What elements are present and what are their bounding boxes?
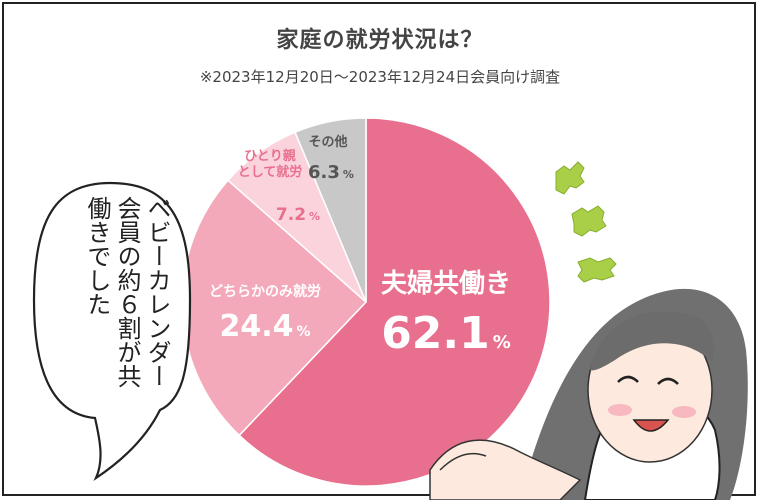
slice-value-1: 62.1% bbox=[381, 308, 511, 359]
pie-slice-4 bbox=[294, 117, 367, 303]
slice-label-1: 夫婦共働き bbox=[381, 269, 511, 299]
slice-value-2: 24.4% bbox=[219, 309, 310, 344]
slice-label-4: その他 bbox=[308, 134, 347, 150]
woman-illustration bbox=[429, 288, 748, 500]
pie-slice-1 bbox=[238, 117, 551, 487]
slice-value-4: 6.3% bbox=[308, 162, 354, 183]
pie-labels: 夫婦共働き 62.1 % どちらかのみ就労 24.4 % ひとり親として就労 7.2 % その他 6… bbox=[209, 134, 511, 359]
slice-label-2: どちらかのみ就労 bbox=[209, 283, 321, 300]
chart-subtitle: ※2023年12月20日〜2023年12月24日会員向け調査 bbox=[199, 68, 561, 86]
pie-slices bbox=[181, 117, 551, 487]
sparkle-decoration-icon bbox=[555, 161, 617, 283]
slice-label-3: ひとり親として就労 bbox=[238, 148, 303, 180]
slice-value-3: 7.2% bbox=[276, 205, 320, 225]
chart-title: 家庭の就労状況は？ bbox=[276, 28, 484, 53]
speech-bubble-text: ベビーカレンダー会員の約６割が共働きでした bbox=[83, 196, 171, 388]
speech-bubble bbox=[32, 181, 192, 482]
